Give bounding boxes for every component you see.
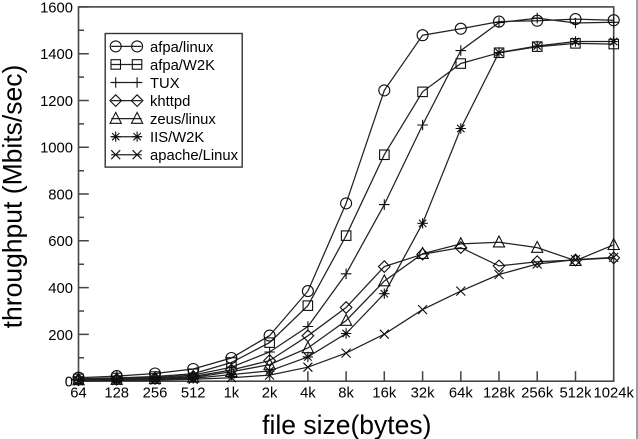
svg-text:600: 600	[48, 234, 73, 250]
svg-text:512k: 512k	[559, 385, 592, 401]
svg-text:apache/Linux: apache/Linux	[150, 148, 239, 164]
svg-text:zeus/linux: zeus/linux	[150, 112, 216, 128]
svg-text:64k: 64k	[449, 385, 473, 401]
svg-text:1400: 1400	[40, 47, 73, 63]
svg-text:200: 200	[48, 328, 73, 344]
svg-text:128: 128	[104, 385, 129, 401]
svg-text:128k: 128k	[483, 385, 516, 401]
svg-text:afpa/linux: afpa/linux	[150, 40, 214, 56]
svg-text:file size(bytes): file size(bytes)	[262, 410, 431, 439]
svg-text:400: 400	[48, 281, 73, 297]
svg-text:khttpd: khttpd	[150, 94, 190, 110]
svg-text:1000: 1000	[40, 141, 73, 157]
svg-text:1024k: 1024k	[594, 385, 635, 401]
svg-text:2k: 2k	[262, 385, 278, 401]
svg-text:1k: 1k	[224, 385, 240, 401]
svg-text:64: 64	[70, 385, 86, 401]
svg-text:throughput (Mbits/sec): throughput (Mbits/sec)	[0, 65, 28, 329]
svg-text:32k: 32k	[411, 385, 435, 401]
svg-text:16k: 16k	[372, 385, 396, 401]
svg-text:TUX: TUX	[150, 76, 180, 92]
svg-text:800: 800	[48, 187, 73, 203]
svg-text:8k: 8k	[338, 385, 354, 401]
svg-text:afpa/W2K: afpa/W2K	[150, 58, 215, 74]
svg-text:1600: 1600	[40, 0, 73, 16]
svg-text:512: 512	[181, 385, 206, 401]
svg-text:IIS/W2K: IIS/W2K	[150, 130, 204, 146]
svg-text:256k: 256k	[521, 385, 554, 401]
svg-text:1200: 1200	[40, 94, 73, 110]
svg-text:256: 256	[143, 385, 168, 401]
svg-text:4k: 4k	[300, 385, 316, 401]
svg-text:0: 0	[65, 375, 73, 391]
